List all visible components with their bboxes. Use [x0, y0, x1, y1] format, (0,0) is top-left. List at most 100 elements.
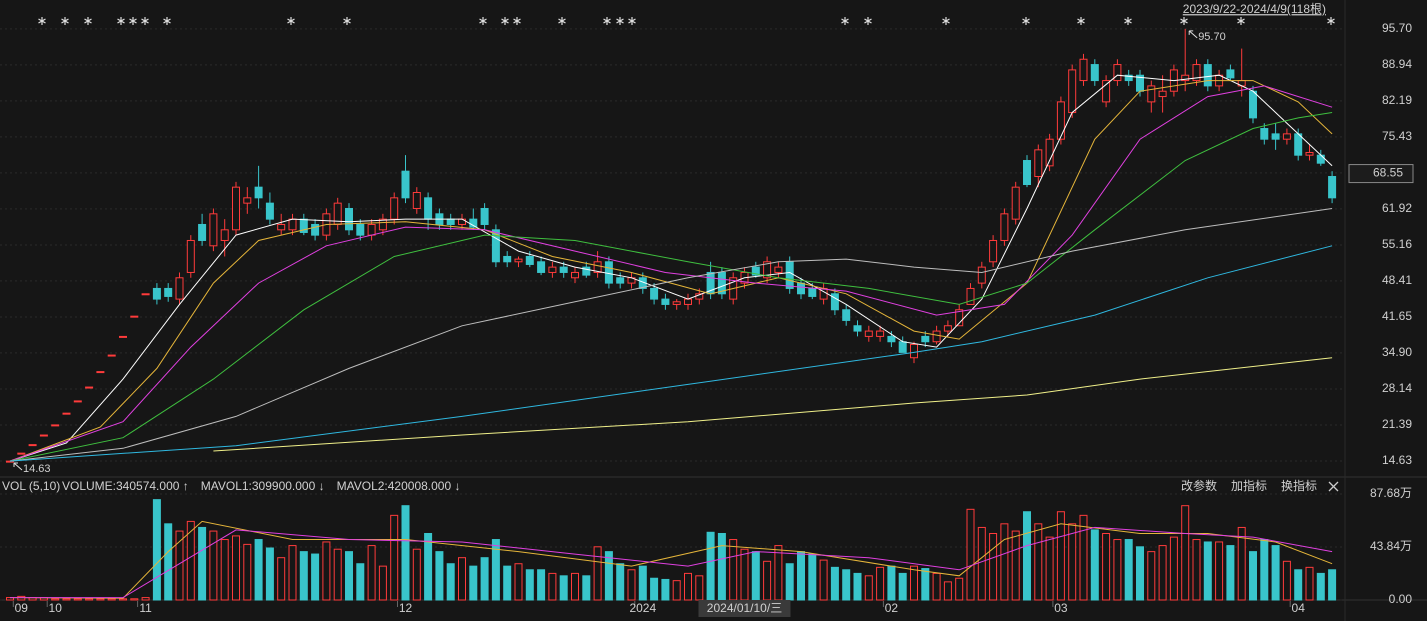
volume-bar [1045, 536, 1054, 601]
candle-body [277, 223, 286, 231]
y-tick-label: 55.16 [1382, 237, 1412, 251]
volume-bar [751, 551, 760, 601]
volume-bar [695, 575, 704, 601]
candle-body [989, 239, 998, 263]
x-tick-label: 12 [399, 601, 413, 615]
candle-body [717, 271, 726, 295]
volume-bar [1237, 526, 1246, 601]
volume-bar [525, 569, 534, 601]
candle-body [1305, 152, 1314, 156]
candle-body [209, 213, 218, 247]
volume-bar [96, 598, 105, 601]
event-icon [38, 18, 46, 24]
candle-body [514, 258, 523, 263]
vol-readout: VOLUME:340574.000 ↑ [62, 479, 189, 493]
volume-bar [17, 595, 26, 601]
toolbar-button[interactable]: 加指标 [1231, 478, 1267, 493]
candle-body [311, 223, 320, 236]
ma-line [9, 520, 1333, 599]
candle-body [96, 371, 105, 374]
volume-bar [1011, 530, 1020, 601]
volume-bar [593, 546, 602, 601]
annotation-label: 14.63 [23, 463, 51, 475]
volume-bar [1147, 551, 1156, 601]
volume-bar [503, 565, 512, 601]
volume-bar [706, 531, 715, 601]
close-button[interactable] [1328, 481, 1339, 492]
volume-bar [446, 563, 455, 601]
volume-bar [537, 569, 546, 601]
event-icon [942, 18, 950, 24]
volume-bar [1215, 541, 1224, 601]
volume-bar [887, 565, 896, 601]
volume-bar [514, 563, 523, 601]
event-icon [163, 18, 171, 24]
candle-body [401, 170, 410, 199]
candle-body [1158, 90, 1167, 98]
candle-body [6, 460, 14, 463]
volume-bar [763, 560, 772, 601]
x-tick-label: 03 [1054, 601, 1068, 615]
volume-bar [209, 530, 218, 601]
ma-line [9, 112, 1333, 462]
volume-bar [582, 575, 591, 601]
volume-bar [774, 545, 783, 601]
y-tick-label: 21.39 [1382, 417, 1412, 431]
candle-body [684, 298, 692, 305]
volume-bar [322, 541, 331, 601]
candle-body [661, 298, 670, 305]
toolbar-button[interactable]: 改参数 [1181, 478, 1217, 493]
x-tick-label: 11 [139, 601, 152, 615]
candle-body [1271, 133, 1280, 140]
candle-body [1203, 64, 1212, 87]
event-icon [616, 18, 624, 24]
candle-body [1260, 128, 1269, 140]
ma-line [9, 245, 1333, 462]
candle-body [367, 223, 376, 236]
volume-bar [412, 548, 421, 601]
candle-body [265, 202, 274, 220]
candle-body [1316, 154, 1325, 164]
volume-bar [333, 548, 342, 601]
vol-readout: MAVOL1:309900.000 ↓ [201, 479, 325, 493]
candle-body [932, 330, 941, 343]
event-icon [129, 18, 137, 24]
candle-body [220, 229, 229, 241]
candle-body [1034, 149, 1043, 178]
volume-bar [73, 598, 82, 601]
candle-body [152, 287, 161, 300]
ma-line [9, 85, 1333, 462]
volume-bar [299, 551, 308, 601]
toolbar-button[interactable]: 换指标 [1281, 478, 1317, 493]
volume-bar [943, 581, 952, 601]
volume-bar [435, 551, 444, 601]
candle-body [548, 266, 557, 273]
volume-bar [989, 532, 998, 601]
event-icon [1077, 18, 1085, 24]
candle-body [62, 412, 71, 415]
volume-bar [119, 598, 127, 601]
candle-body [1294, 133, 1303, 156]
candle-body [1090, 64, 1099, 82]
candle-body [254, 186, 263, 199]
cursor-label: 2024/01/10/三 [707, 601, 782, 615]
range-label[interactable]: 2023/9/22-2024/4/9(118根) [1183, 2, 1326, 16]
volume-bar [650, 577, 659, 601]
volume-bar [1102, 532, 1111, 601]
candle-body [186, 239, 195, 273]
candle-body [1102, 80, 1111, 103]
volume-bar [1113, 539, 1122, 601]
volume-bar [1169, 536, 1178, 601]
volume-bar [152, 499, 161, 601]
volume-bar [491, 539, 500, 601]
event-icon [1237, 18, 1245, 24]
candle-body [797, 282, 805, 295]
volume-bar [469, 565, 478, 601]
y-tick-label: 28.14 [1382, 381, 1412, 395]
volume-bar [390, 514, 399, 601]
vol-tick-label: 0.00 [1389, 592, 1413, 606]
candle-body [537, 261, 546, 273]
candle-body [28, 444, 37, 447]
event-icon [501, 18, 509, 24]
event-icon [141, 18, 149, 24]
